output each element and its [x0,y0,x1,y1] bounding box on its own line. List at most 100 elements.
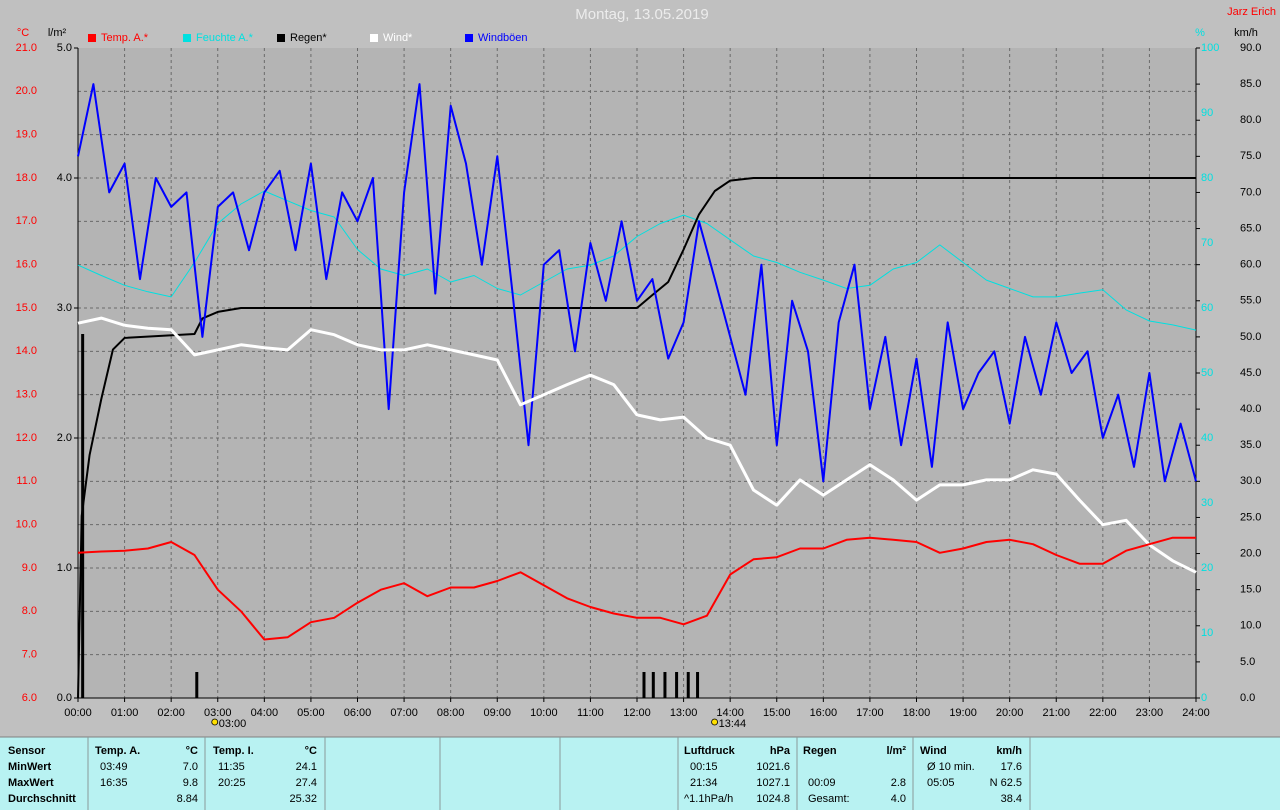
y-tick-label: 0 [1201,692,1207,704]
table-unit: °C [186,745,198,757]
y-tick-label: 21.0 [16,42,37,54]
table-value: 2.8 [891,777,906,789]
x-tick-label: 09:00 [483,707,511,719]
y-tick-label: 6.0 [22,692,37,704]
y-tick-label: 60 [1201,302,1213,314]
y-tick-label: 60.0 [1240,259,1261,271]
rain-bar [696,672,700,698]
y-tick-label: 100 [1201,42,1219,54]
table-value: 1021.6 [756,761,790,773]
x-tick-label: 16:00 [810,707,838,719]
x-tick-label: 12:00 [623,707,651,719]
x-tick-label: 01:00 [111,707,139,719]
table-time: 16:35 [100,777,128,789]
table-value: 1027.1 [756,777,790,789]
y-tick-label: 12.0 [16,432,37,444]
y-tick-label: 8.0 [22,605,37,617]
x-tick-label: 18:00 [903,707,931,719]
table-unit: hPa [770,745,791,757]
x-tick-label: 11:00 [577,707,604,719]
table-value: N 62.5 [990,777,1022,789]
y-tick-label: 90.0 [1240,42,1261,54]
table-value: 4.0 [891,793,906,805]
x-tick-label: 07:00 [390,707,418,719]
x-tick-label: 19:00 [949,707,977,719]
y-tick-label: 20.0 [1240,547,1261,559]
legend-swatch [370,34,378,42]
y-tick-label: 30.0 [1240,475,1261,487]
y-tick-label: 40.0 [1240,403,1261,415]
y-tick-label: 2.0 [57,432,72,444]
y-tick-label: 10.0 [1240,620,1261,632]
x-tick-label: 00:00 [64,707,92,719]
x-tick-label: 24:00 [1182,707,1210,719]
y-tick-label: 20.0 [16,85,37,97]
legend-label: Windböen [478,32,528,44]
axis-title: l/m² [48,27,67,39]
y-tick-label: 16.0 [16,259,37,271]
table-unit: °C [305,745,317,757]
x-tick-label: 21:00 [1042,707,1070,719]
y-tick-label: 13.0 [16,389,37,401]
row-label: MinWert [8,761,52,773]
y-tick-label: 90 [1201,107,1213,119]
y-tick-label: 3.0 [57,302,72,314]
y-tick-label: 15.0 [1240,584,1261,596]
table-header: Luftdruck [684,745,736,757]
legend-label: Wind* [383,32,413,44]
y-tick-label: 5.0 [57,42,72,54]
rain-bar [675,672,679,698]
legend-swatch [88,34,96,42]
table-value: 24.1 [296,761,317,773]
y-tick-label: 85.0 [1240,78,1261,90]
y-tick-label: 0.0 [1240,692,1255,704]
y-tick-label: 45.0 [1240,367,1261,379]
legend-swatch [465,34,473,42]
author: Jarz Erich [1227,6,1276,18]
annotation: 03:00 [219,718,247,730]
x-tick-label: 10:00 [530,707,558,719]
table-value: 8.84 [177,793,198,805]
legend-swatch [277,34,285,42]
sun-icon [211,718,219,726]
y-tick-label: 20 [1201,562,1213,574]
x-tick-label: 02:00 [157,707,185,719]
rain-bar [663,672,667,698]
legend-swatch [183,34,191,42]
rain-bar [642,672,646,698]
y-tick-label: 15.0 [16,302,37,314]
x-tick-label: 08:00 [437,707,465,719]
legend-label: Feuchte A.* [196,32,254,44]
legend-label: Regen* [290,32,327,44]
table-header: Temp. I. [213,745,254,757]
rain-bar [686,672,690,698]
table-value: 9.8 [183,777,198,789]
table-value: 1024.8 [756,793,790,805]
y-tick-label: 5.0 [1240,656,1255,668]
y-tick-label: 10 [1201,627,1213,639]
x-tick-label: 06:00 [344,707,372,719]
y-tick-label: 11.0 [16,475,37,487]
y-tick-label: 80.0 [1240,114,1261,126]
y-tick-label: 1.0 [57,562,72,574]
table-header: Regen [803,745,837,757]
y-tick-label: 19.0 [16,129,37,141]
annotation: 13:44 [719,718,747,730]
y-tick-label: 25.0 [1240,511,1261,523]
y-tick-label: 10.0 [16,519,37,531]
y-tick-label: 18.0 [16,172,37,184]
y-tick-label: 4.0 [57,172,72,184]
x-tick-label: 23:00 [1136,707,1164,719]
series-line [77,536,1196,641]
y-tick-label: 14.0 [16,345,37,357]
table-time: 11:35 [218,761,245,773]
y-tick-label: 40 [1201,432,1213,444]
chart-title: Montag, 13.05.2019 [575,6,708,23]
table-unit: l/m² [886,745,906,757]
y-tick-label: 55.0 [1240,295,1261,307]
table-time: 00:09 [808,777,836,789]
series-line [77,177,1196,699]
table-value: 7.0 [183,761,198,773]
x-tick-label: 03:00 [204,707,232,719]
